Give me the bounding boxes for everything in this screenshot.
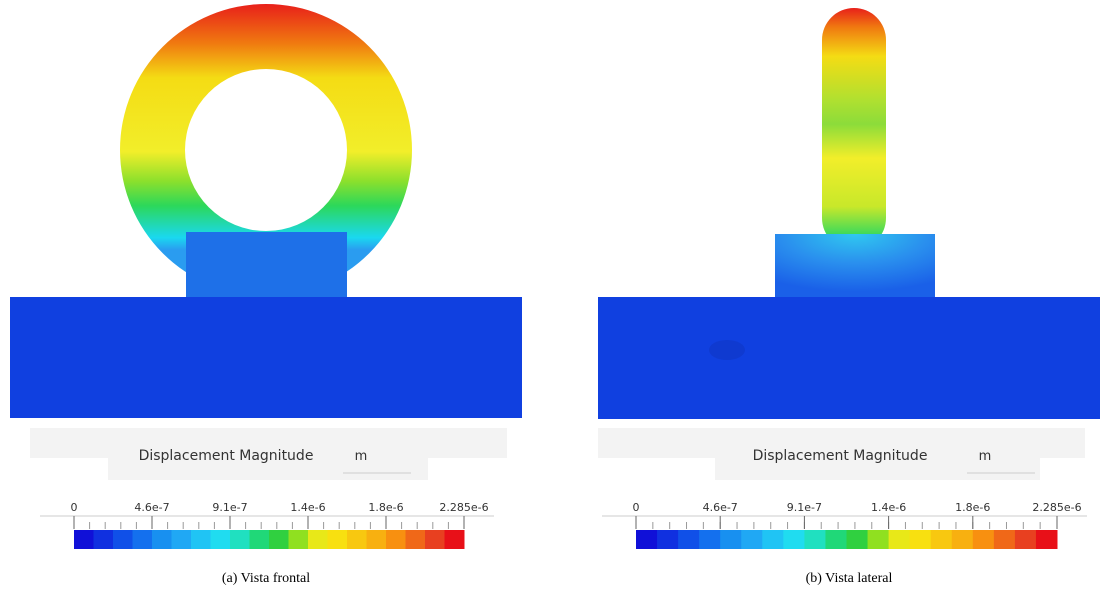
colorbar-segment	[699, 530, 721, 549]
legend-unit: m	[979, 449, 992, 464]
colorbar-segment	[152, 530, 172, 549]
caption: (b) Vista lateral	[806, 571, 893, 586]
tick-label: 1.4e-6	[871, 501, 906, 514]
colorbar-segment	[191, 530, 211, 549]
tick-label: 9.1e-7	[212, 501, 247, 514]
colorbar-segment	[210, 530, 231, 549]
shank	[822, 8, 886, 250]
colorbar-segment	[930, 530, 953, 549]
colorbar-segment	[113, 530, 133, 549]
colorbar-segment	[74, 530, 94, 549]
colorbar-segment	[657, 530, 679, 549]
neck	[186, 232, 347, 298]
colorbar-segment	[444, 530, 465, 549]
base	[10, 297, 522, 418]
colorbar-segment	[909, 530, 932, 549]
colorbar-segment	[678, 530, 700, 549]
tick-label: 1.4e-6	[290, 501, 325, 514]
legend-title: Displacement Magnitude	[139, 448, 314, 464]
tick-label: 1.8e-6	[955, 501, 990, 514]
colorbar-segment	[269, 530, 289, 549]
tick-label: 4.6e-7	[134, 501, 169, 514]
colorbar-segment	[762, 530, 784, 549]
colorbar-segment	[93, 530, 114, 549]
colorbar-segment	[783, 530, 805, 549]
colorbar-segment	[636, 530, 658, 549]
colorbar-segment	[1014, 530, 1037, 549]
colorbar-segment	[741, 530, 763, 549]
colorbar-segment	[249, 530, 270, 549]
colorbar-segment	[425, 530, 445, 549]
colorbar-segment	[888, 530, 911, 549]
colorbar-segment	[171, 530, 192, 549]
caption: (a) Vista frontal	[222, 571, 310, 586]
colorbar-segment	[386, 530, 406, 549]
colorbar-segment	[347, 530, 367, 549]
colorbar-segment	[846, 530, 869, 549]
colorbar-segment	[972, 530, 995, 549]
tick-label: 0	[71, 501, 78, 514]
colorbar-segment	[366, 530, 387, 549]
colorbar-segment	[720, 530, 742, 549]
colorbar-segment	[993, 530, 1016, 549]
colorbar-segment	[327, 530, 348, 549]
base	[598, 297, 1100, 419]
hole	[709, 340, 745, 360]
tick-label: 2.285e-6	[439, 501, 488, 514]
colorbar-segment	[825, 530, 847, 549]
colorbar-segment	[804, 530, 826, 549]
colorbar-segment	[1035, 530, 1058, 549]
tick-label: 2.285e-6	[1032, 501, 1081, 514]
tick-label: 9.1e-7	[787, 501, 822, 514]
colorbar-segment	[132, 530, 153, 549]
block	[775, 234, 935, 298]
colorbar-segment	[867, 530, 890, 549]
legend-title: Displacement Magnitude	[753, 448, 928, 464]
colorbar-segment	[230, 530, 250, 549]
tick-label: 1.8e-6	[368, 501, 403, 514]
colorbar-segment	[951, 530, 974, 549]
tick-label: 0	[633, 501, 640, 514]
tick-label: 4.6e-7	[703, 501, 738, 514]
legend-unit: m	[355, 449, 368, 464]
colorbar-segment	[288, 530, 309, 549]
colorbar-segment	[405, 530, 426, 549]
colorbar-segment	[308, 530, 328, 549]
ring	[120, 4, 412, 296]
